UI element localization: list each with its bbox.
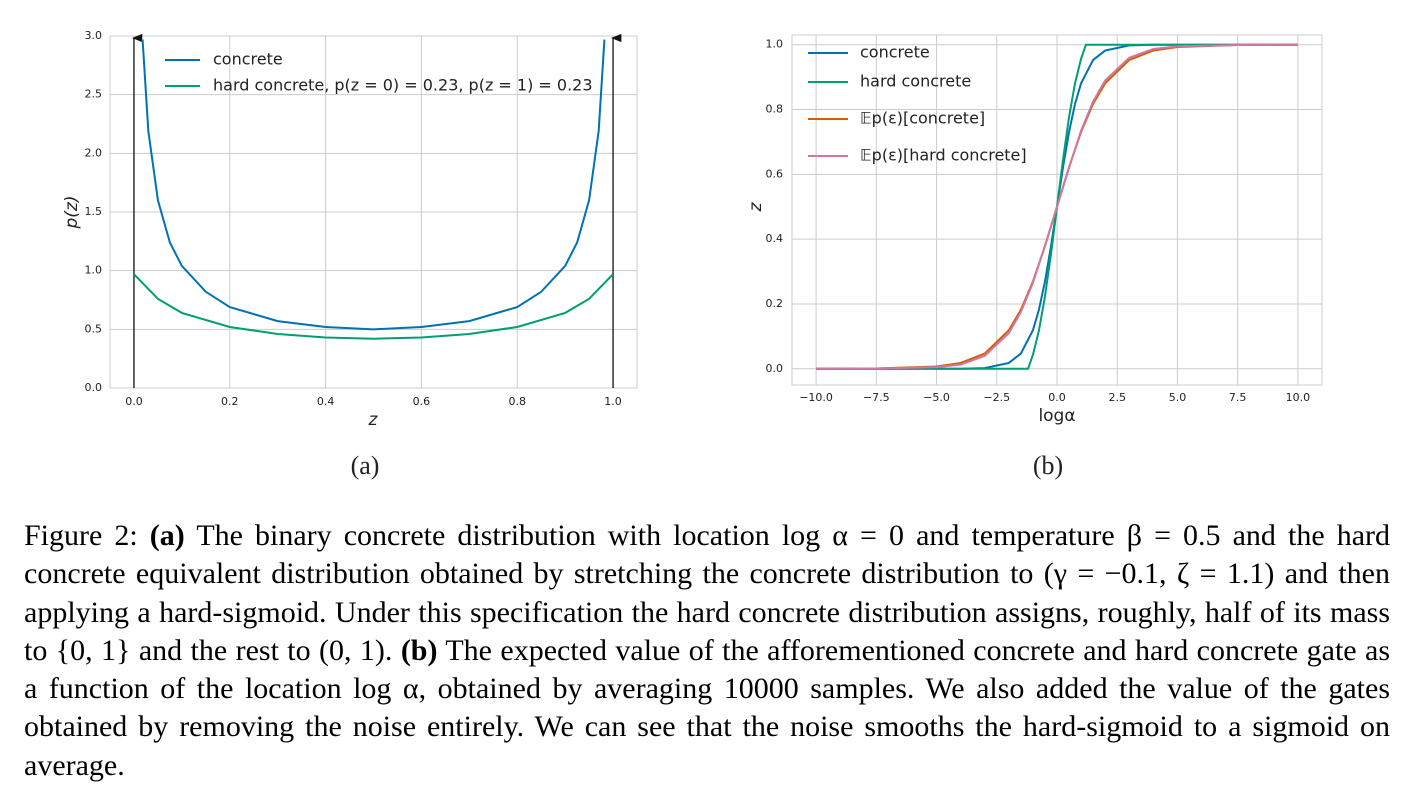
legend-label: hard concrete (860, 72, 971, 91)
x-axis-label: z (368, 410, 379, 430)
y-tick-label: 0.4 (766, 232, 784, 245)
x-tick-label: 0.0 (125, 395, 143, 408)
y-tick-label: 2.0 (85, 146, 103, 159)
y-tick-label: 1.0 (766, 38, 784, 51)
x-tick-label: 0.0 (1048, 391, 1066, 404)
figure: 0.0 0.5 1.0 1.5 2.0 2.5 3.0 0.0 0.2 0.4 0.6 0.8 1.0 z… (62, 29, 1323, 480)
x-tick-label: 0.2 (221, 395, 239, 408)
legend-label: hard concrete, p(z = 0) = 0.23, p(z = 1)… (213, 76, 593, 95)
y-tick-label: 0.0 (766, 362, 784, 375)
x-tick-label: 7.5 (1229, 391, 1247, 404)
legend-label: concrete (213, 50, 283, 69)
y-axis-label: p(z) (62, 196, 82, 230)
caption-tag: (b) (400, 633, 438, 667)
series-line (133, 273, 614, 340)
x-tick-label: −7.5 (863, 391, 890, 404)
y-tick-label: 1.0 (85, 264, 103, 277)
x-tick-label: −2.5 (983, 391, 1010, 404)
subfigure-label: (b) (1033, 451, 1063, 480)
x-axis-label: logα (1038, 406, 1075, 426)
y-tick-label: 2.5 (85, 88, 103, 101)
y-tick-label: 1.5 (85, 205, 103, 218)
y-tick-label: 3.0 (85, 29, 103, 42)
legend-label: 𝔼p(ε)[hard concrete] (860, 146, 1027, 165)
y-axis-label: z (746, 201, 766, 212)
x-tick-label: 0.4 (317, 395, 335, 408)
y-tick-label: 0.2 (766, 297, 784, 310)
caption-tag: (a) (149, 519, 185, 552)
legend-label: concrete (860, 43, 930, 62)
legend-label: 𝔼p(ε)[concrete] (860, 109, 985, 128)
y-tick-label: 0.8 (766, 103, 784, 116)
x-tick-label: 5.0 (1169, 391, 1187, 404)
caption-text: The expected value of the afforementione… (24, 633, 1390, 782)
x-tick-label: −10.0 (799, 391, 833, 404)
x-tick-label: −5.0 (923, 391, 950, 404)
caption-text: The binary concrete distribution with lo… (24, 519, 1391, 667)
subfigure-label: (a) (351, 451, 380, 480)
y-tick-label: 0.0 (85, 381, 103, 394)
x-tick-label: 0.6 (413, 395, 431, 408)
caption-label: Figure 2: (24, 519, 138, 552)
x-tick-label: 1.0 (604, 395, 622, 408)
y-tick-label: 0.5 (85, 322, 103, 335)
x-tick-label: 2.5 (1108, 391, 1126, 404)
caption: Figure 2: (a) The binary concrete distri… (24, 517, 1390, 785)
x-tick-label: 10.0 (1286, 391, 1311, 404)
x-tick-label: 0.8 (508, 395, 526, 408)
series-line (816, 43, 1298, 370)
series-line (141, 39, 606, 331)
y-tick-label: 0.6 (766, 167, 784, 180)
